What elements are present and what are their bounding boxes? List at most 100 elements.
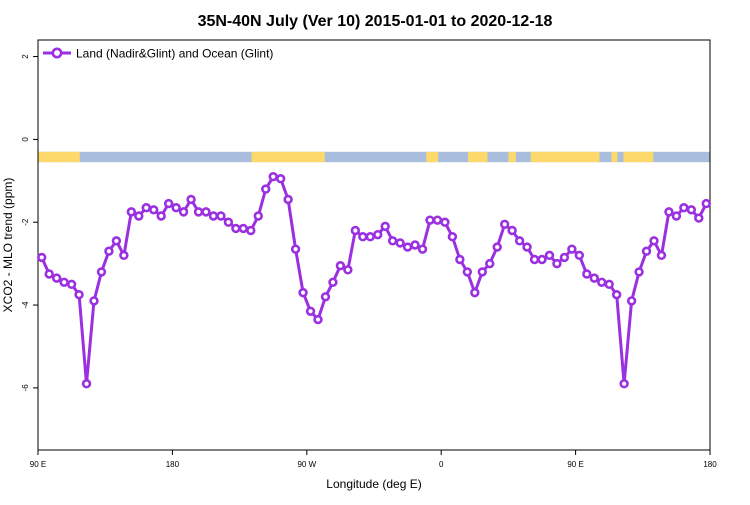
y-tick-label: -4 [21,301,30,309]
data-point [111,236,122,246]
data-point [552,258,562,269]
data-point [358,232,368,242]
data-point [417,244,428,254]
data-point [59,277,69,287]
data-point [537,254,547,265]
x-tick-label: 90 E [567,460,583,469]
data-point [231,223,241,234]
data-point [589,273,599,283]
data-point [328,277,338,287]
data-point [604,279,614,290]
data-point [253,211,263,221]
data-point [305,306,316,316]
series-line [40,175,708,386]
land-segment [251,151,325,163]
data-point [223,217,234,227]
data-point [216,211,226,221]
data-point [365,232,375,242]
data-point [343,265,353,275]
series-layer [37,171,711,389]
y-tick-label: 0 [21,137,30,142]
legend: Land (Nadir&Glint) and Ocean (Glint) [43,47,273,61]
data-point [186,194,196,205]
data-point [664,207,674,217]
data-point [66,279,77,290]
data-point [470,287,480,298]
land-segment [508,151,516,163]
data-point [44,269,54,279]
data-point [507,225,517,236]
data-point [686,205,697,215]
data-point [641,246,652,256]
data-point [350,225,361,236]
data-point [126,207,137,217]
data-point [283,194,293,205]
land-ocean-strip [38,151,710,163]
data-point [514,236,525,246]
data-point [671,211,682,221]
data-point [163,198,174,209]
data-point [89,296,99,306]
data-point [290,244,301,254]
axis-ticks: 90 E 180 90 W 0 90 E 180 2 0 -2 -4 -6 [21,54,717,469]
data-point [313,314,323,325]
data-point [149,205,159,215]
data-point [582,269,592,279]
data-point [529,254,540,265]
data-point [619,379,629,389]
chart-title: 35N-40N July (Ver 10) 2015-01-01 to 2020… [198,13,553,30]
data-point [395,238,405,248]
data-point [597,277,607,287]
data-point [567,244,577,254]
land-segment [38,151,80,163]
data-point [208,211,219,221]
data-point [246,225,256,236]
y-axis-label: XCO2 - MLO trend (ppm) [1,178,15,313]
data-point [320,292,331,302]
data-point [425,215,435,225]
data-point [119,250,129,261]
data-point [611,289,622,300]
data-point [201,207,211,217]
data-point [178,207,189,217]
data-point [440,217,450,227]
data-point [455,254,465,265]
x-axis-label: Longitude (deg E) [326,477,421,491]
data-point [522,242,532,252]
data-point [634,267,644,277]
land-segment [623,151,654,163]
data-point [477,267,487,277]
land-segment [611,151,618,163]
data-point [81,379,92,389]
land-segment [468,151,488,163]
data-point [134,211,144,221]
data-point [51,273,62,283]
data-point [701,198,711,209]
data-point [492,242,502,252]
x-tick-label: 90 W [297,460,316,469]
data-point [298,287,308,298]
data-point [37,252,47,263]
data-point [141,203,151,213]
data-point [410,240,420,250]
data-point [104,246,114,256]
data-point [499,219,510,229]
data-point [335,261,346,271]
data-point [574,250,585,261]
x-tick-label: 180 [703,460,717,469]
data-point [261,184,271,194]
data-point [238,223,249,234]
data-point [485,258,495,269]
land-segment [530,151,600,163]
data-point [462,267,473,277]
data-point [74,289,84,300]
data-point [156,211,166,221]
x-tick-label: 0 [439,460,444,469]
x-tick-label: 90 E [30,460,46,469]
data-point [275,174,286,184]
data-point [656,250,667,261]
land-segment [426,151,439,163]
data-point [402,242,413,252]
data-point [626,296,637,306]
data-point [387,236,398,246]
